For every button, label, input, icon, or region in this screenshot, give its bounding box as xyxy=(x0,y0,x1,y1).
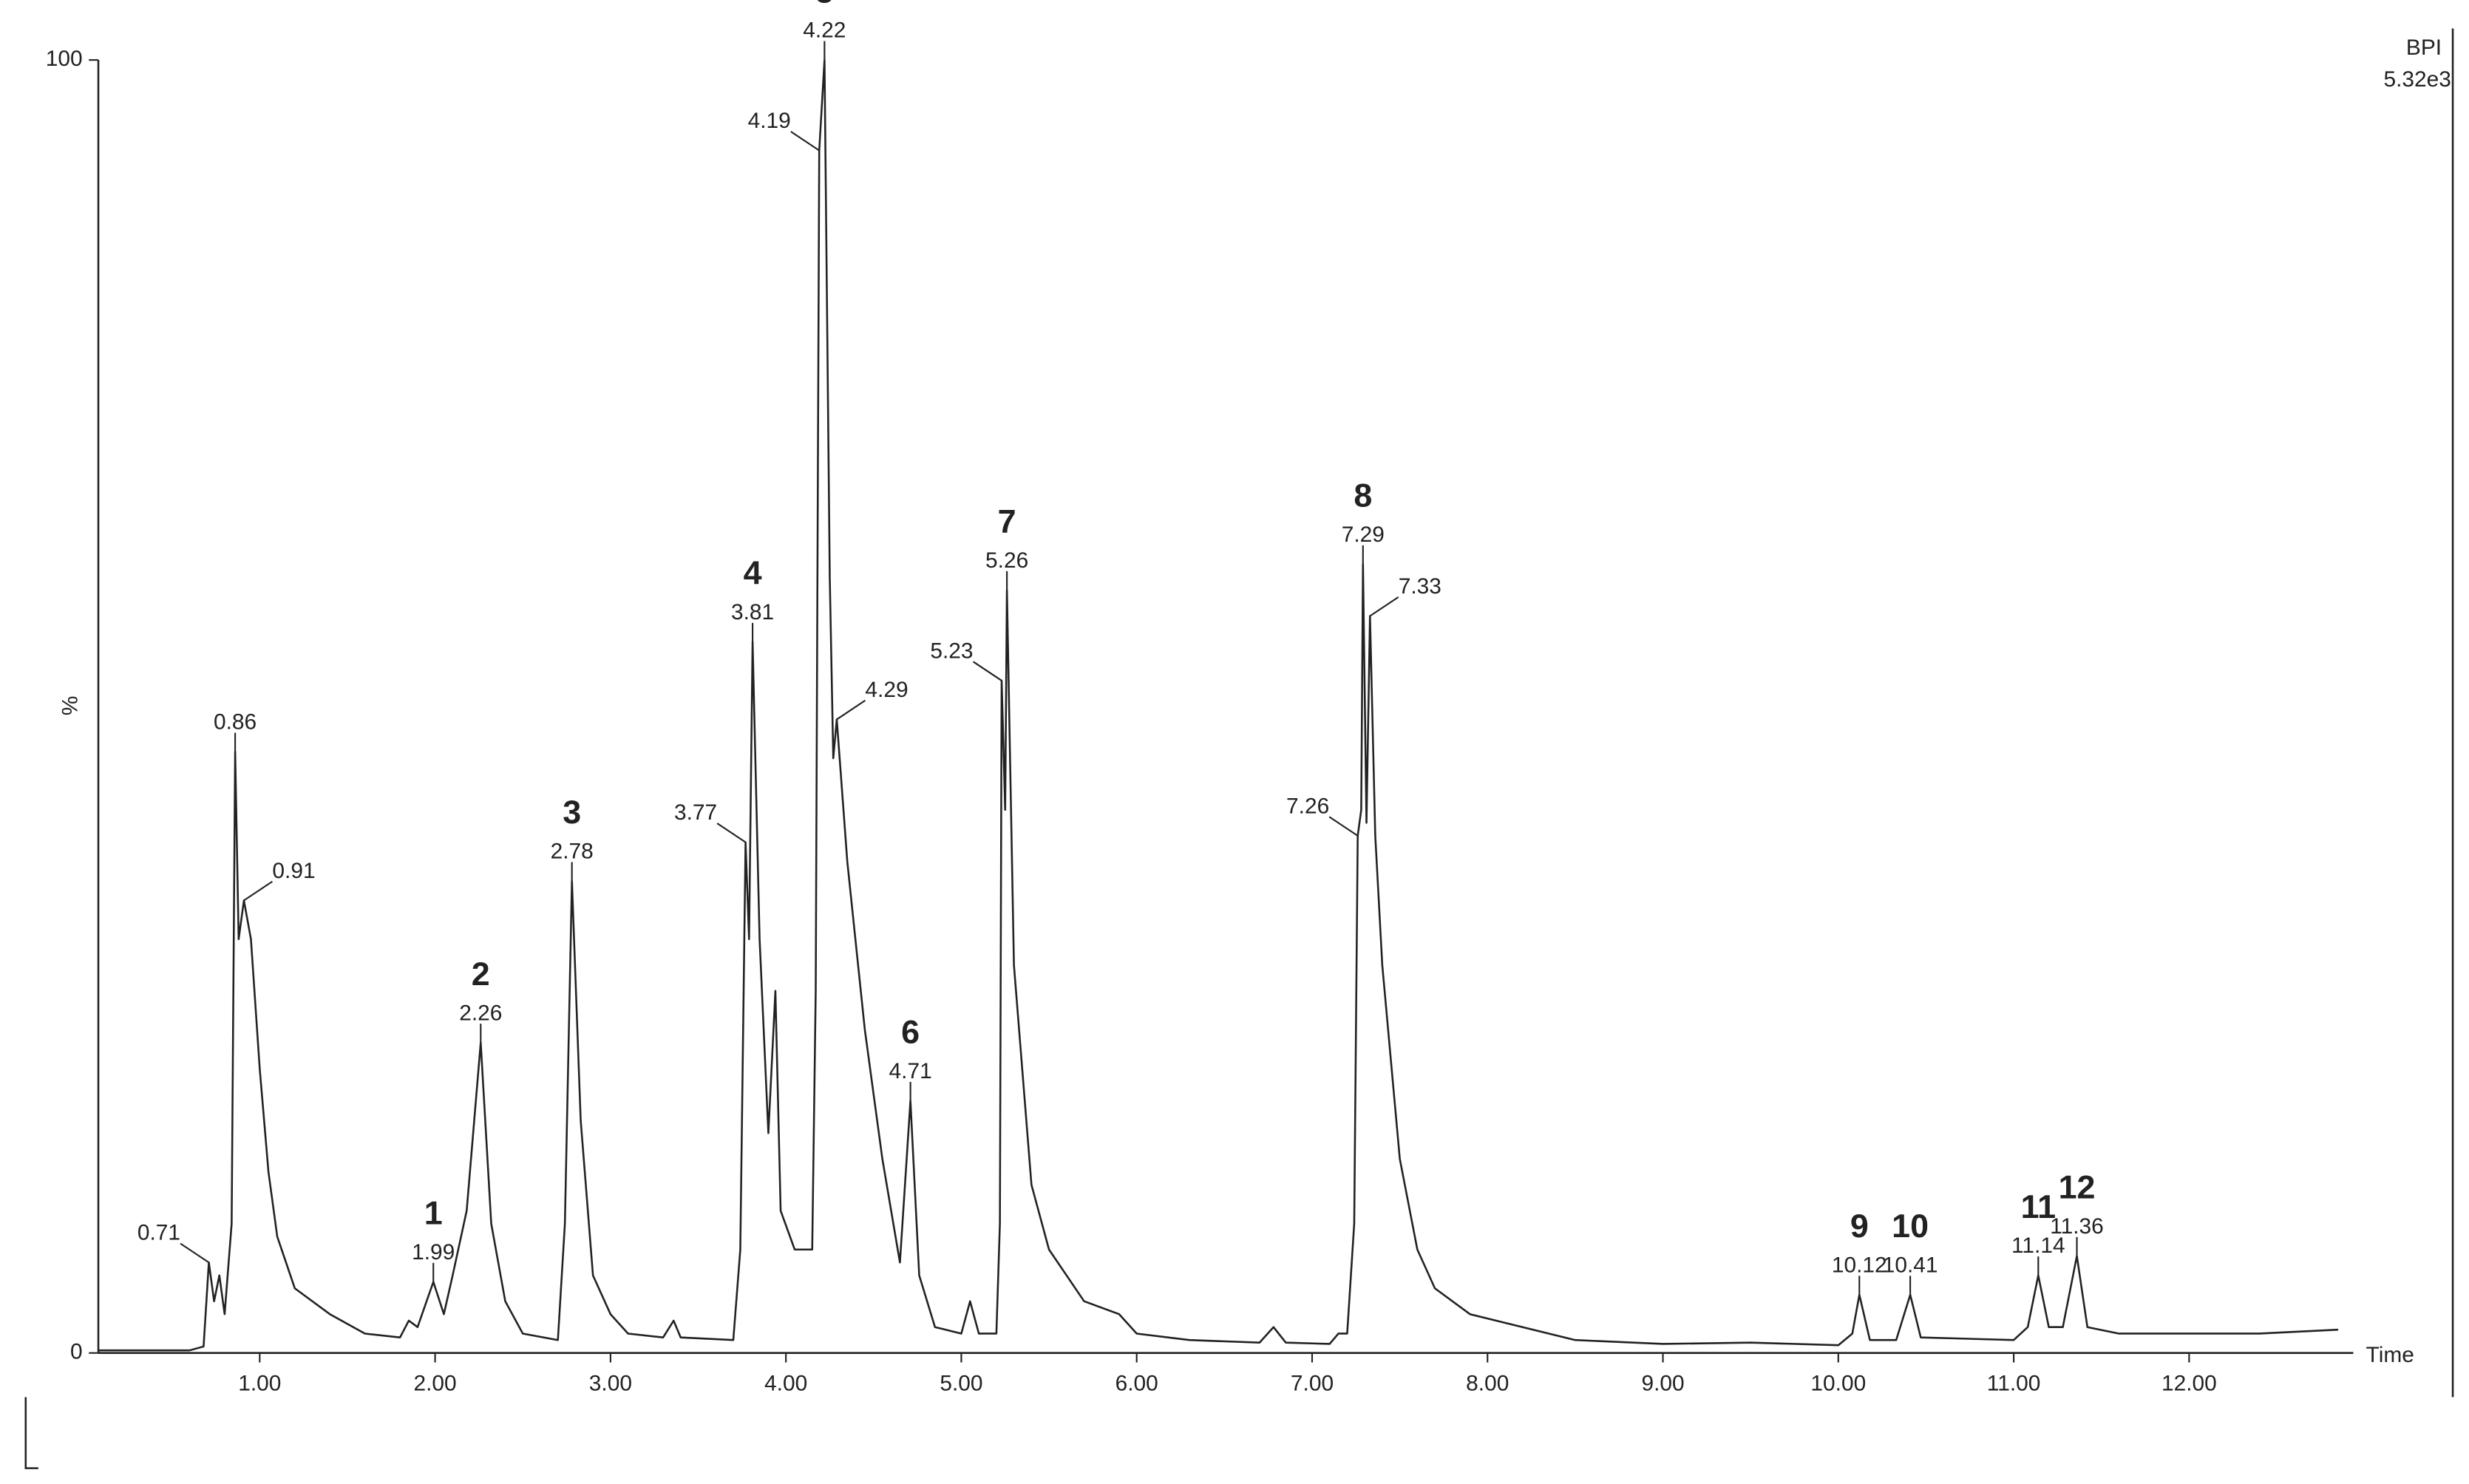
rt-label: 2.26 xyxy=(459,1001,502,1025)
peak-number: 5 xyxy=(815,0,834,10)
x-tick-label: 9.00 xyxy=(1641,1371,1684,1395)
intensity: 5.32e3 xyxy=(2383,67,2451,92)
rt-label: 11.14 xyxy=(2011,1233,2065,1258)
rt-label: 5.26 xyxy=(985,548,1028,573)
x-tick-label: 10.00 xyxy=(1810,1371,1866,1395)
x-tick-label: 3.00 xyxy=(589,1371,632,1395)
rt-label: 3.77 xyxy=(674,800,717,825)
annotation-leader xyxy=(180,1242,210,1264)
peak-number: 4 xyxy=(744,554,762,592)
peak-number: 12 xyxy=(2059,1168,2096,1206)
x-tick-label: 8.00 xyxy=(1466,1371,1509,1395)
trace-name: BPI xyxy=(2406,35,2442,60)
rt-label: 4.22 xyxy=(803,18,846,43)
y-axis-label: % xyxy=(58,696,83,716)
y-tick-label: 0 xyxy=(70,1340,83,1364)
x-tick-label: 6.00 xyxy=(1115,1371,1158,1395)
rt-label: 0.71 xyxy=(137,1221,180,1245)
annotation-leader xyxy=(1328,816,1359,837)
corner-bracket xyxy=(24,1397,38,1469)
x-tick-label: 12.00 xyxy=(2161,1371,2217,1395)
y-tick-label: 100 xyxy=(46,47,83,71)
annotation-leader xyxy=(1369,596,1399,617)
x-tick-label: 5.00 xyxy=(940,1371,982,1395)
rt-label: 7.33 xyxy=(1399,574,1441,599)
peak-number: 1 xyxy=(424,1194,443,1232)
rt-label: 4.19 xyxy=(748,109,791,133)
x-tick-label: 7.00 xyxy=(1291,1371,1334,1395)
annotation-leader xyxy=(972,661,1002,681)
peak-number: 6 xyxy=(901,1013,920,1051)
peak-number: 8 xyxy=(1354,477,1372,514)
peak-number: 2 xyxy=(472,955,490,993)
rt-label: 10.12 xyxy=(1832,1253,1887,1277)
peak-number: 9 xyxy=(1850,1207,1869,1245)
peak-number: 3 xyxy=(563,793,581,831)
annotation-leader xyxy=(790,131,820,152)
rt-label: 1.99 xyxy=(412,1240,455,1265)
rt-label: 4.29 xyxy=(865,678,908,702)
annotation-leader xyxy=(836,699,866,721)
annotation-leader xyxy=(716,823,747,843)
rt-label: 5.23 xyxy=(930,639,973,663)
peak-number: 11 xyxy=(2021,1188,2056,1225)
rt-label: 0.91 xyxy=(272,859,315,883)
rt-label: 4.71 xyxy=(889,1059,932,1083)
rt-label: 10.41 xyxy=(1883,1253,1938,1277)
rt-label: 2.78 xyxy=(551,840,594,864)
x-tick-label: 2.00 xyxy=(414,1371,457,1395)
x-axis-label: Time xyxy=(2366,1343,2414,1367)
x-tick-label: 11.00 xyxy=(1987,1371,2041,1395)
rt-label: 7.29 xyxy=(1342,523,1385,547)
rt-label: 3.81 xyxy=(731,600,774,624)
x-tick-label: 4.00 xyxy=(764,1371,807,1395)
x-tick-label: 1.00 xyxy=(238,1371,281,1395)
annotation-leader xyxy=(243,880,274,902)
peak-number: 10 xyxy=(1892,1207,1929,1245)
rt-label: 7.26 xyxy=(1286,794,1329,818)
peak-number: 7 xyxy=(998,503,1016,540)
trace xyxy=(98,58,2339,1352)
rt-label: 11.36 xyxy=(2050,1214,2104,1239)
rt-label: 0.86 xyxy=(214,710,257,735)
